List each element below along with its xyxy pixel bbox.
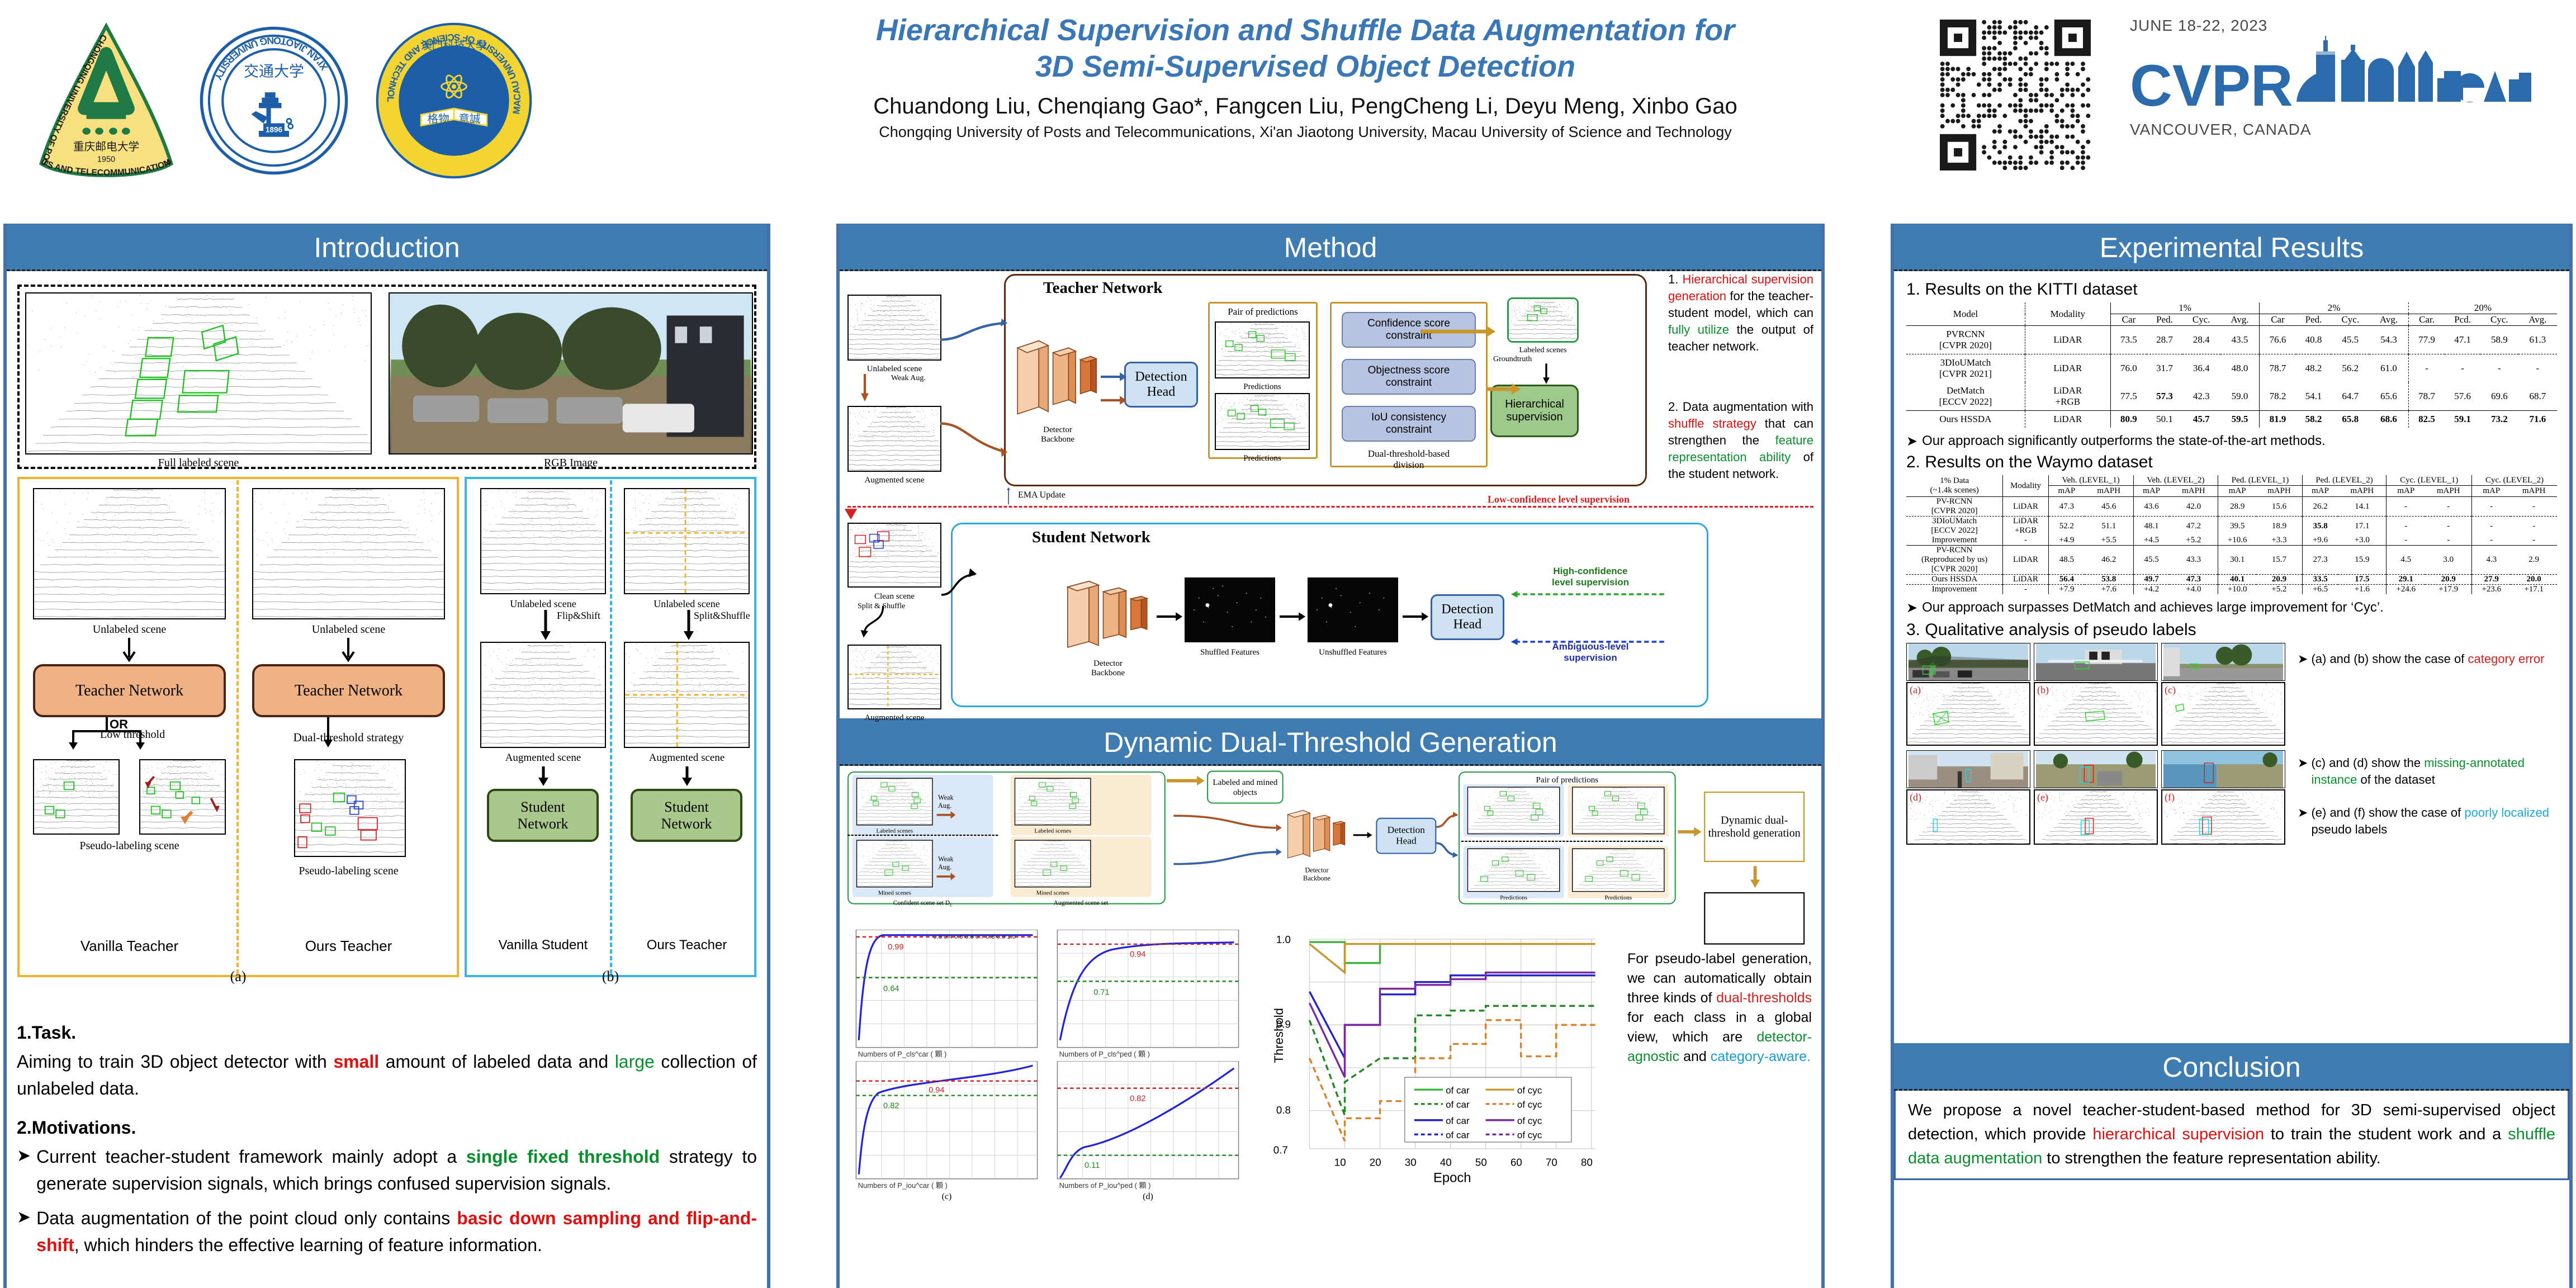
svg-text:of cyc: of cyc	[1517, 1085, 1542, 1096]
svg-text:0.82: 0.82	[1130, 1094, 1145, 1103]
svg-text:Numbers of P_cls^car ( 顆 ): Numbers of P_cls^car ( 顆 )	[858, 1050, 947, 1058]
svg-text:10: 10	[1334, 1157, 1346, 1168]
svg-text:of car: of car	[1446, 1116, 1470, 1126]
svg-text:of cyc: of cyc	[1517, 1100, 1542, 1110]
svg-text:1896: 1896	[266, 126, 283, 134]
svg-text:0.94: 0.94	[929, 1086, 944, 1095]
svg-text:0.82: 0.82	[883, 1101, 899, 1110]
svg-text:0.94: 0.94	[1130, 950, 1145, 959]
svg-text:0.7: 0.7	[1273, 1144, 1288, 1156]
svg-text:0.11: 0.11	[1085, 1161, 1100, 1170]
svg-text:澳門科技大學: 澳門科技大學	[421, 40, 487, 52]
svg-text:70: 70	[1546, 1157, 1557, 1168]
svg-text:意誠: 意誠	[458, 113, 480, 125]
svg-text:Numbers of P_cls^ped ( 顆 ): Numbers of P_cls^ped ( 顆 )	[1059, 1050, 1150, 1058]
svg-text:0.99: 0.99	[888, 943, 903, 952]
svg-text:Epoch: Epoch	[1433, 1170, 1471, 1185]
svg-text:30: 30	[1405, 1157, 1417, 1168]
svg-text:of car: of car	[1446, 1100, 1470, 1110]
svg-text:Numbers of P_iou^ped ( 顆 ): Numbers of P_iou^ped ( 顆 )	[1059, 1181, 1151, 1190]
svg-text:of car: of car	[1446, 1130, 1470, 1140]
svg-text:格物: 格物	[427, 113, 449, 125]
svg-text:1950: 1950	[97, 155, 115, 164]
svg-text:0.71: 0.71	[1093, 988, 1109, 997]
svg-text:20: 20	[1370, 1157, 1381, 1168]
svg-text:0.64: 0.64	[883, 984, 899, 993]
svg-text:Threshold: Threshold	[1272, 1008, 1286, 1063]
svg-text:0.3 0.4 0.5 0.6 0.7 0.8 0.9 1.: 0.3 0.4 0.5 0.6 0.7 0.8 0.9 1.0	[933, 934, 1016, 940]
svg-text:80: 80	[1581, 1157, 1593, 1168]
svg-text:交通大学: 交通大学	[244, 63, 304, 80]
svg-text:Numbers of P_iou^car ( 顆 ): Numbers of P_iou^car ( 顆 )	[858, 1181, 948, 1190]
svg-text:1.0: 1.0	[1276, 934, 1291, 945]
svg-text:of cyc: of cyc	[1517, 1130, 1542, 1140]
svg-text:of car: of car	[1446, 1085, 1470, 1096]
svg-text:40: 40	[1440, 1157, 1452, 1168]
svg-text:of cyc: of cyc	[1517, 1116, 1542, 1126]
svg-text:0.8: 0.8	[1276, 1104, 1291, 1116]
svg-text:60: 60	[1510, 1157, 1522, 1168]
svg-text:50: 50	[1475, 1157, 1487, 1168]
svg-text:重庆邮电大学: 重庆邮电大学	[73, 141, 139, 153]
